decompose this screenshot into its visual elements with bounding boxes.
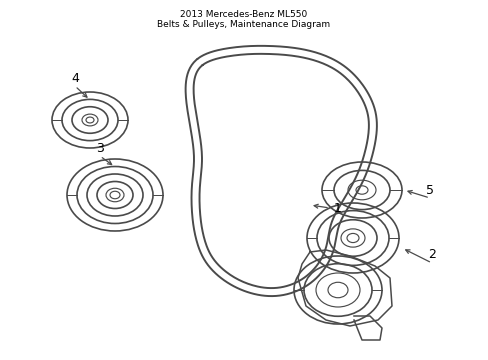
- Text: 3: 3: [96, 141, 104, 154]
- Text: 4: 4: [71, 72, 79, 85]
- Text: 1: 1: [333, 202, 341, 215]
- Text: 2: 2: [427, 248, 435, 261]
- Text: 2013 Mercedes-Benz ML550
Belts & Pulleys, Maintenance Diagram: 2013 Mercedes-Benz ML550 Belts & Pulleys…: [157, 10, 330, 30]
- Text: 5: 5: [425, 184, 433, 197]
